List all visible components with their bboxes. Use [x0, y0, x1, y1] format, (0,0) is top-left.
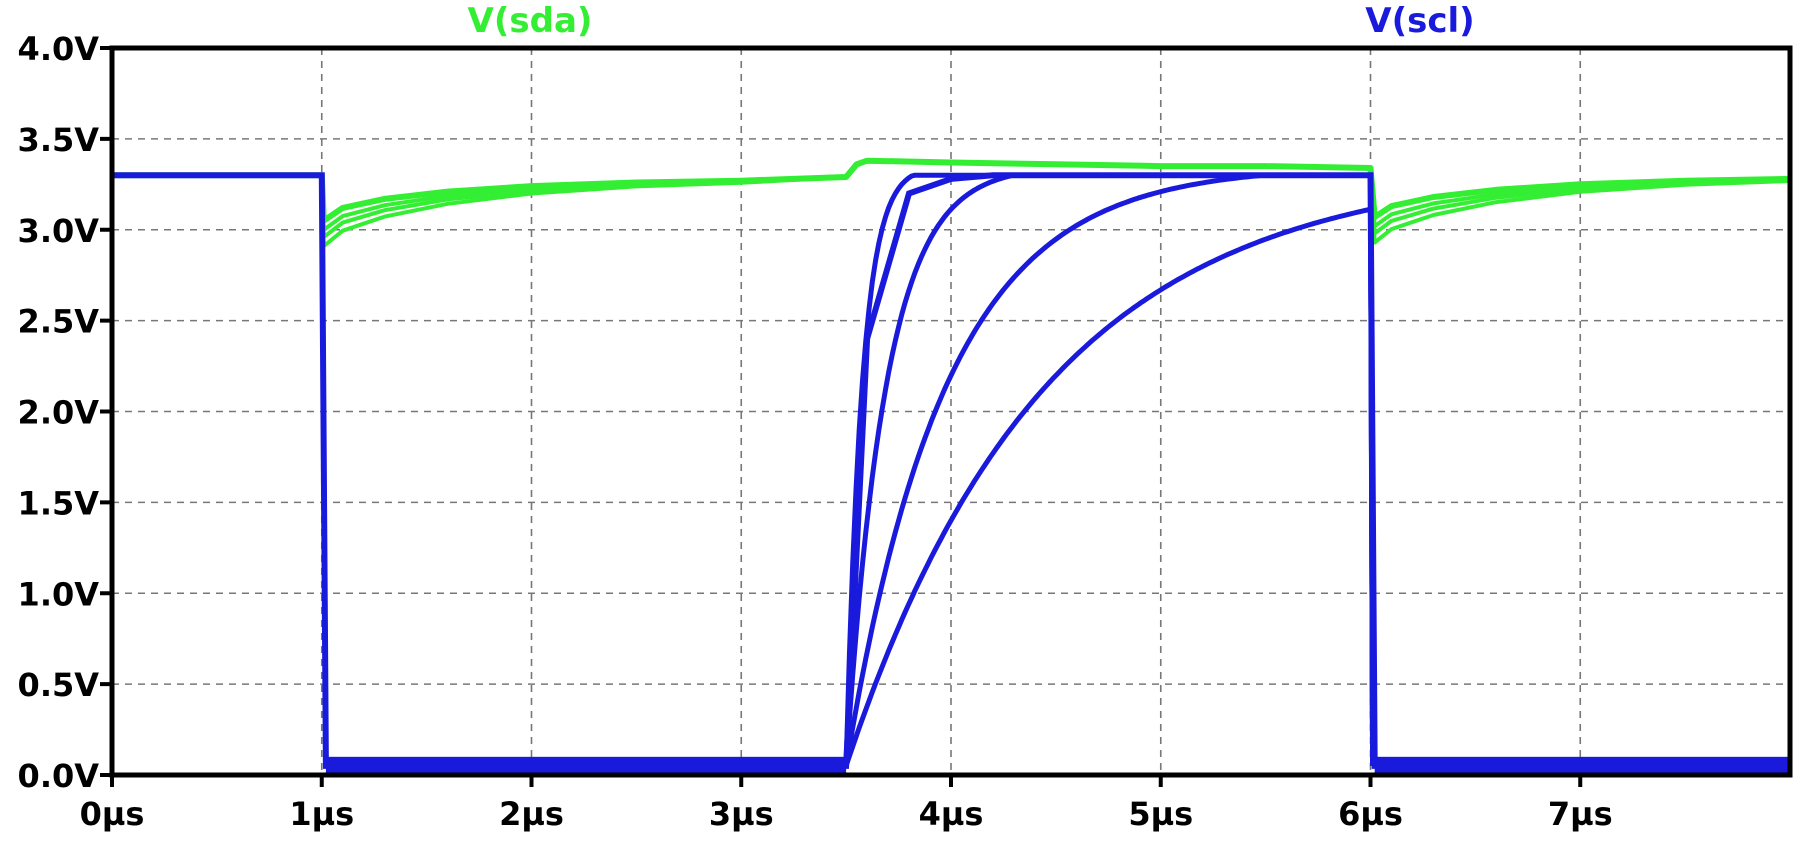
- y-tick-label: 4.0V: [18, 30, 100, 68]
- x-tick-label: 1µs: [289, 795, 354, 833]
- y-tick-label: 0.5V: [18, 666, 100, 704]
- x-tick-label: 3µs: [709, 795, 774, 833]
- x-tick-label: 7µs: [1548, 795, 1613, 833]
- series-scl-low-band: [325, 756, 847, 775]
- axis-ticks: 0.0V 0.5V 1.0V 1.5V 2.0V 2.5V 3.0V 3.5V 4.0V 0µs 1…: [18, 30, 1613, 833]
- x-tick-label: 2µs: [499, 795, 564, 833]
- y-tick-label: 1.5V: [18, 484, 100, 522]
- y-tick-label: 3.0V: [18, 212, 100, 250]
- y-tick-label: 2.5V: [18, 303, 100, 341]
- series-title-sda: V(sda): [468, 1, 593, 41]
- series-titles: V(sda) V(scl): [468, 1, 1475, 41]
- x-tick-label: 5µs: [1128, 795, 1193, 833]
- y-tick-label: 2.0V: [18, 394, 100, 432]
- y-tick-label: 3.5V: [18, 121, 100, 159]
- grid-lines: [112, 48, 1790, 775]
- series-scl-variant-line: [843, 206, 1376, 767]
- plot-curves: [112, 157, 1791, 775]
- y-tick-label: 1.0V: [18, 575, 100, 613]
- x-tick-label: 0µs: [80, 795, 145, 833]
- series-scl-variant-line: [843, 172, 1376, 766]
- series-scl-variant-line: [843, 172, 1376, 767]
- series-sda-variant-line: [112, 158, 1791, 249]
- x-tick-label: 6µs: [1338, 795, 1403, 833]
- series-title-scl: V(scl): [1365, 1, 1474, 41]
- x-tick-label: 4µs: [919, 795, 984, 833]
- series-scl-low-band: [1374, 756, 1790, 775]
- series-scl-variant-line: [843, 172, 1376, 767]
- y-tick-label: 0.0V: [18, 757, 100, 795]
